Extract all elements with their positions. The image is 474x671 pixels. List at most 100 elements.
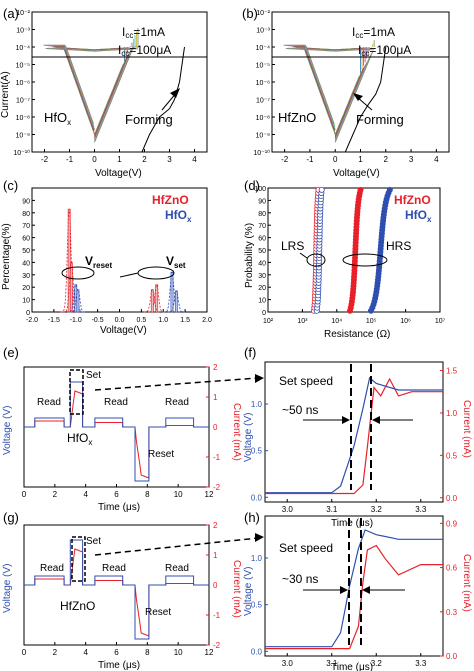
d-xtick-label: 10⁷ xyxy=(435,318,446,325)
panel-g-letter: (g) xyxy=(3,510,19,525)
g-xtick-label: 4 xyxy=(83,648,88,657)
e-xtick-label: 0 xyxy=(22,490,27,499)
panel-f-speed: Set speed xyxy=(279,374,333,388)
panel-c-vset-leader xyxy=(119,272,139,278)
b-xtick-label: -2 xyxy=(281,155,289,164)
connector-e-f-arrowhead xyxy=(255,374,264,383)
h-ytick-right-label: 0.3 xyxy=(446,608,458,617)
f-xtick-label: 3.1 xyxy=(326,505,338,514)
b-ytick-label: 10⁻³ xyxy=(256,28,270,35)
d-ytick-label: 80 xyxy=(258,211,266,218)
a-xtick-label: 0 xyxy=(92,155,97,164)
h-ytick-right-label: 0.9 xyxy=(446,519,458,528)
panel-c-legend-hfzno: HfZnO xyxy=(152,193,189,207)
g-ytick-right-label: -2 xyxy=(213,641,221,650)
c-bar-0 xyxy=(155,284,159,313)
panel-e-set-box xyxy=(69,369,84,415)
f-ytick-left-label: 0.5 xyxy=(251,447,263,456)
panel-a: -2 -1 0 1 2 3 4 10⁻¹⁰ 10⁻⁹ 10⁻⁸ 10⁻⁷ 10⁻⁶ 10⁻⁵ 10⁻⁴ 10… xyxy=(0,6,208,179)
b-cycle-reset xyxy=(283,44,335,124)
e-ytick-right-label: 2 xyxy=(213,363,218,372)
d-ytick-label: 90 xyxy=(258,198,266,205)
g-xtick-label: 0 xyxy=(22,648,27,657)
panel-f-curves xyxy=(265,376,443,495)
h-xtick-label: 3.2 xyxy=(371,659,383,668)
d-xtick-label: 10⁶ xyxy=(400,318,411,325)
panel-d-points xyxy=(310,186,393,314)
panel-b: -2 -1 0 1 2 3 4 10⁻¹⁰ 10⁻⁹ 10⁻⁸ 10⁻⁷ 10⁻⁶ 10⁻⁵ 10⁻⁴ 10… xyxy=(242,6,450,179)
panel-h-speed: Set speed xyxy=(279,541,333,555)
d-ytick-label: 60 xyxy=(258,236,266,243)
a-ytick-label: 10⁻¹⁰ xyxy=(13,149,30,157)
panel-e-read2: Read xyxy=(104,397,128,408)
c-xtick-label: 1.5 xyxy=(180,317,190,324)
c-ytick-label: 60 xyxy=(22,236,30,243)
panel-h-axes: 3.0 3.1 3.2 3.3 0.0 0.5 1.0 0.0 0.3 0.6 0.9 xyxy=(251,519,458,668)
panel-f-letter: (f) xyxy=(244,345,256,360)
f-ytick-left-label: 1.0 xyxy=(251,400,263,409)
panel-g-set: Set xyxy=(86,536,101,547)
d-ytick-label: 30 xyxy=(258,273,266,280)
panel-b-letter: (b) xyxy=(242,6,258,21)
f-ytick-right-label: 1.5 xyxy=(446,366,458,375)
g-ytick-right-label: 2 xyxy=(213,521,218,530)
panel-b-icc1: Icc=1mA xyxy=(352,25,395,40)
panel-d-axes: 10² 10³ 10⁴ 10⁵ 10⁶ 10⁷ 0 10 20 30 40 50 60 70 80 90 100 xyxy=(254,186,445,325)
e-xtick-label: 12 xyxy=(205,490,214,499)
panel-c-axes: -2.0 -1.5 -1.0 -0.5 0.0 0.5 1.0 1.5 2.0 0 10 20 30 40… xyxy=(22,198,212,324)
a-forming-curve xyxy=(141,46,185,153)
d-point-3 xyxy=(386,186,393,193)
h-xtick-label: 3.1 xyxy=(326,659,338,668)
c-fit-1 xyxy=(69,289,87,313)
b-cycle-lrs xyxy=(285,48,375,52)
panel-d-ylabel: Probability (%) xyxy=(244,223,255,288)
a-cycle-reset xyxy=(43,44,94,124)
panel-g-reset: Reset xyxy=(145,607,171,618)
panel-h-xlabel: Time (μs) xyxy=(331,662,373,671)
g-xtick-label: 8 xyxy=(145,648,150,657)
panel-h-curves xyxy=(265,529,443,650)
b-cycle-set xyxy=(334,50,374,143)
panel-e-letter: (e) xyxy=(3,345,19,360)
panel-e-curves xyxy=(24,381,209,482)
panel-h-ylabel-right: Current (mA) xyxy=(461,554,472,612)
panel-e-frame xyxy=(23,366,210,488)
panel-g-frame xyxy=(23,524,210,646)
panel-b-forming-arrowhead xyxy=(353,93,363,101)
c-ytick-label: 90 xyxy=(22,198,30,205)
f-xtick-label: 3.2 xyxy=(371,505,383,514)
f-ytick-left-label: 0.0 xyxy=(251,493,263,502)
b-ytick-label: 10⁻⁵ xyxy=(256,63,270,70)
h-ytick-right-label: 0.6 xyxy=(446,564,458,573)
panel-h-letter: (h) xyxy=(244,510,260,525)
panel-e-ylabel-left: Voltage (V) xyxy=(2,406,13,455)
panel-b-axes: -2 -1 0 1 2 3 4 10⁻¹⁰ 10⁻⁹ 10⁻⁸ 10⁻⁷ 10⁻⁶ 10⁻⁵ 10⁻⁴ 10… xyxy=(253,10,439,164)
g-xtick-label: 10 xyxy=(174,648,183,657)
h-xtick-label: 3.3 xyxy=(415,659,427,668)
b-ytick-label: 10⁻⁹ xyxy=(256,133,270,140)
panel-h-time: ~30 ns xyxy=(282,572,318,586)
a-ytick-label: 10⁻⁸ xyxy=(16,115,30,122)
panel-a-icc1: Icc=1mA xyxy=(122,25,165,40)
c-ytick-label: 70 xyxy=(22,223,30,230)
c-ytick-label: 0 xyxy=(26,310,30,317)
e-ytick-right-label: 1 xyxy=(213,393,218,402)
a-xtick-label: 4 xyxy=(192,155,197,164)
panel-g-ylabel-left: Voltage (V) xyxy=(2,564,13,613)
b-forming-curve xyxy=(344,46,387,153)
panel-g-read3: Read xyxy=(165,563,189,574)
panel-h-arrowhead-left xyxy=(340,586,348,594)
panel-c-vreset-ellipse xyxy=(61,266,95,280)
f-ytick-right-label: 0.0 xyxy=(446,494,458,503)
d-ytick-label: 10 xyxy=(258,298,266,305)
a-cycle-lrs xyxy=(45,48,139,52)
c-fit-0 xyxy=(147,283,165,313)
panel-f-frame xyxy=(264,361,444,503)
a-xtick-label: -1 xyxy=(66,155,74,164)
c-xtick-label: 2.0 xyxy=(202,317,212,324)
panel-d-lrs-ellipse xyxy=(306,253,326,267)
h-ytick-left-label: 0.5 xyxy=(251,601,263,610)
